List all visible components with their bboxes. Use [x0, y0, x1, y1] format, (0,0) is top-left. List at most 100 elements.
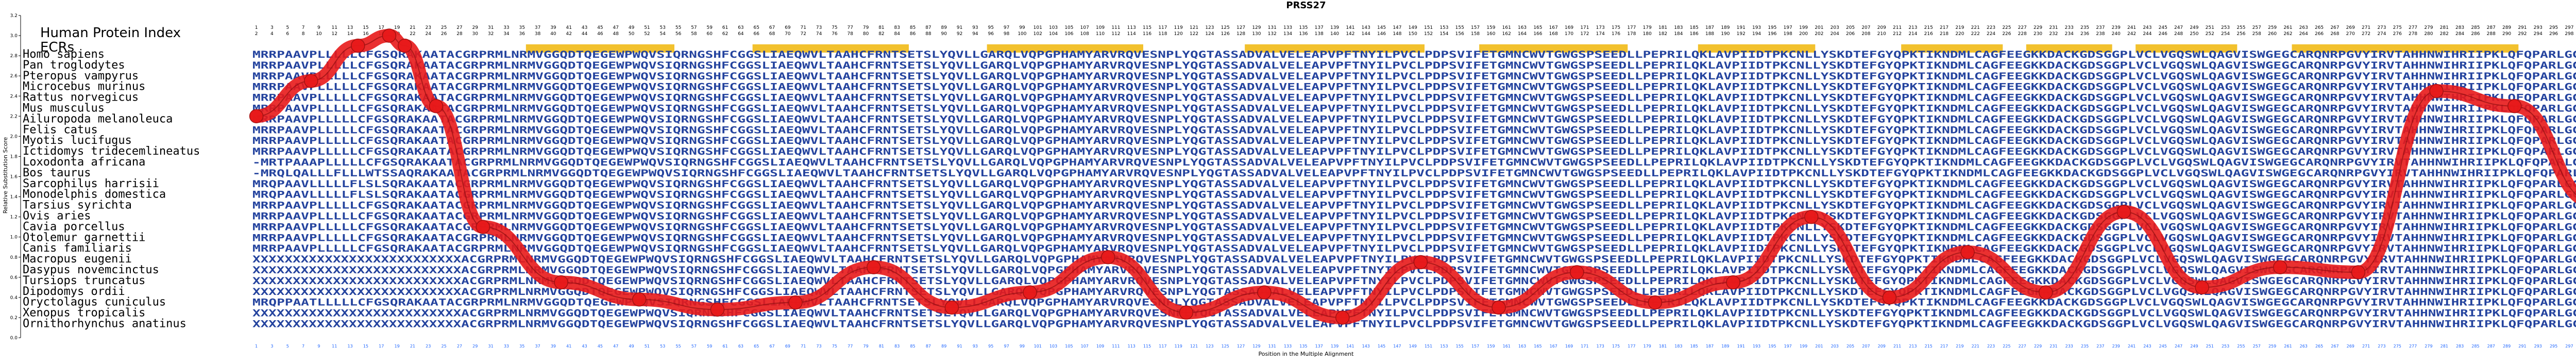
- position-number: 279: [2425, 344, 2432, 349]
- score-point: [382, 28, 397, 43]
- position-number: 79: [863, 25, 869, 30]
- position-number: 159: [1486, 25, 1495, 30]
- species-label: Rattus norvegicus: [23, 91, 139, 104]
- position-number: 48: [613, 31, 619, 37]
- sequence-row: MRRPAAVPLLLLLCFGSQRAKAATACGRPRMLNRMVGGQD…: [252, 49, 2576, 60]
- position-number: 133: [1283, 25, 1292, 30]
- position-number: 174: [1596, 31, 1605, 37]
- position-number: 208: [1861, 31, 1870, 37]
- position-number: 265: [2315, 344, 2323, 349]
- position-number: 55: [675, 344, 681, 349]
- position-number: 3: [270, 344, 273, 349]
- y-tick-label: 1.2: [10, 215, 18, 220]
- sequence-row: MRRPAAVPLLLLLCFGSQRAKAATACGRPRMLNRMVGGQD…: [252, 146, 2576, 157]
- position-number: 72: [801, 31, 806, 37]
- score-point: [1648, 295, 1663, 310]
- position-number: 255: [2236, 25, 2245, 30]
- position-number: 161: [1502, 25, 1511, 30]
- position-number: 58: [691, 31, 697, 37]
- ecr-bar: [2026, 44, 2112, 53]
- position-number: 2: [255, 31, 258, 37]
- position-number: 150: [1409, 31, 1417, 37]
- position-number: 281: [2441, 344, 2448, 349]
- position-number: 49: [629, 344, 634, 349]
- position-number: 253: [2222, 344, 2229, 349]
- position-number: 296: [2549, 31, 2558, 37]
- position-number: 173: [1596, 25, 1605, 30]
- position-number: 223: [1987, 344, 1995, 349]
- position-number: 271: [2362, 25, 2370, 30]
- position-number: 284: [2455, 31, 2464, 37]
- chart-title: PRSS27: [1286, 0, 1326, 11]
- position-number: 239: [2112, 344, 2120, 349]
- position-number: 63: [738, 25, 743, 30]
- position-number: 9: [317, 344, 320, 349]
- y-tick-label: 3.0: [10, 34, 18, 39]
- position-number: 147: [1393, 344, 1401, 349]
- position-number: 177: [1628, 344, 1635, 349]
- ecrs-label: ECRs: [40, 40, 74, 55]
- position-number: 83: [894, 344, 900, 349]
- position-number: 227: [2019, 344, 2026, 349]
- position-number: 143: [1362, 25, 1370, 30]
- position-number: 27: [457, 344, 462, 349]
- y-tick-label: 2.8: [10, 54, 18, 59]
- position-number: 291: [2518, 25, 2527, 30]
- position-number: 33: [503, 25, 509, 30]
- position-number: 211: [1893, 344, 1901, 349]
- position-number: 11: [332, 344, 337, 349]
- ecr-bar: [987, 44, 1143, 53]
- position-number: 178: [1627, 31, 1636, 37]
- position-number: 73: [816, 344, 821, 349]
- position-number: 41: [566, 344, 571, 349]
- position-number: 28: [456, 31, 463, 37]
- position-number: 55: [675, 25, 681, 30]
- position-number: 257: [2253, 344, 2261, 349]
- position-number: 262: [2283, 31, 2292, 37]
- position-number: 185: [1690, 344, 1698, 349]
- position-number: 285: [2471, 25, 2480, 30]
- position-number: 165: [1533, 25, 1542, 30]
- sequence-row: MRRPAAVPLLLLLCFGSQRAKAATACGRPRMLNRMVGGQD…: [252, 124, 2576, 136]
- position-number: 292: [2518, 31, 2527, 37]
- position-number: 263: [2299, 25, 2308, 30]
- position-number: 115: [1143, 25, 1151, 30]
- position-number: 37: [535, 25, 540, 30]
- position-number: 228: [2018, 31, 2027, 37]
- position-number: 52: [644, 31, 650, 37]
- position-number: 209: [1878, 344, 1886, 349]
- position-number: 201: [1815, 344, 1823, 349]
- position-number: 42: [566, 31, 572, 37]
- position-number: 111: [1111, 25, 1120, 30]
- position-number: 205: [1846, 25, 1855, 30]
- position-number: 84: [894, 31, 901, 37]
- position-number: 75: [832, 344, 837, 349]
- position-number: 119: [1174, 25, 1183, 30]
- position-number: 7: [302, 344, 304, 349]
- position-number: 62: [722, 31, 728, 37]
- position-number: 129: [1252, 344, 1260, 349]
- position-number: 289: [2502, 25, 2511, 30]
- species-label: Dasypus novemcinctus: [23, 263, 159, 276]
- position-number: 283: [2456, 344, 2464, 349]
- ecr-bar: [1901, 44, 2003, 53]
- species-label: Pteropus vampyrus: [23, 70, 139, 82]
- species-label: Ornithorhynchus anatinus: [23, 318, 187, 331]
- position-number: 125: [1222, 344, 1229, 349]
- position-number: 64: [738, 31, 744, 37]
- position-number: 105: [1064, 25, 1073, 30]
- position-number: 231: [2049, 344, 2057, 349]
- score-point: [398, 38, 412, 53]
- position-number: 194: [1752, 31, 1761, 37]
- position-number: 86: [910, 31, 916, 37]
- position-number: 122: [1190, 31, 1198, 37]
- score-point: [2195, 280, 2209, 295]
- position-number: 172: [1580, 31, 1589, 37]
- position-number: 12: [332, 31, 337, 37]
- species-label: Myotis lucifugus: [23, 134, 132, 147]
- position-number: 47: [613, 25, 619, 30]
- position-number: 291: [2518, 344, 2526, 349]
- position-number: 218: [1940, 31, 1948, 37]
- position-number: 35: [519, 25, 525, 30]
- position-number: 123: [1205, 25, 1214, 30]
